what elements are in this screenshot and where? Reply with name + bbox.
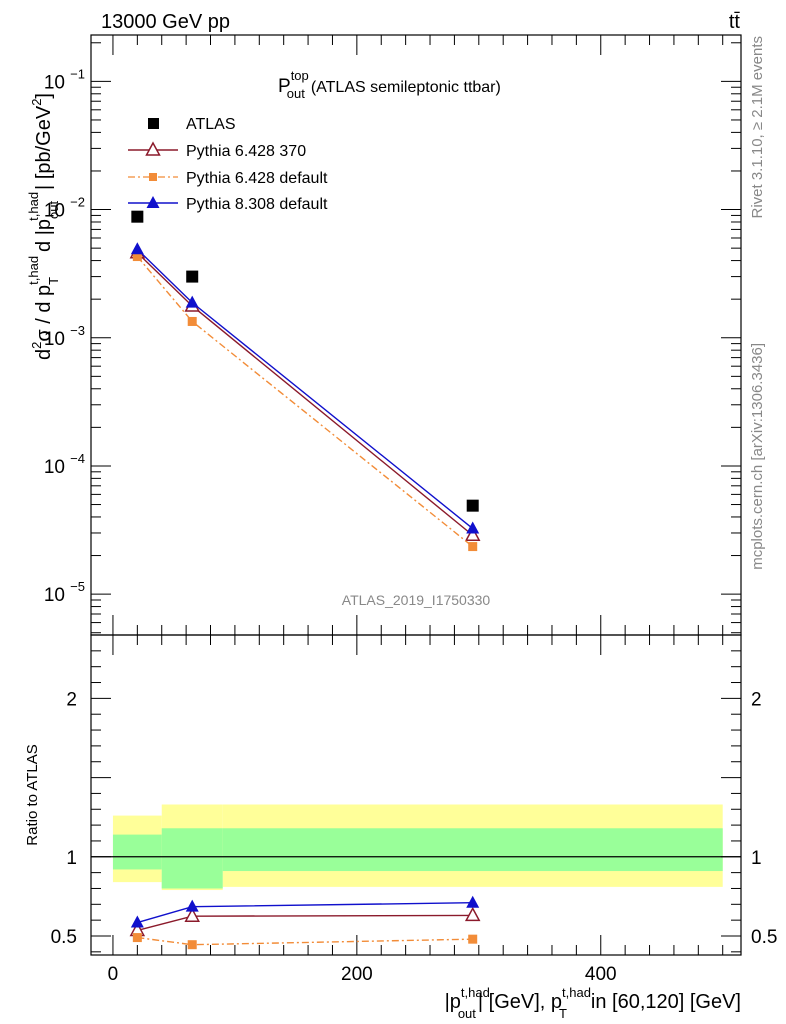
legend-atlas: ATLAS — [148, 116, 236, 133]
ratio-band-green — [112, 834, 162, 870]
main-ticks — [91, 35, 741, 635]
legend-pythia8-default: Pythia 8.308 default — [128, 196, 328, 213]
ratio-series-1-line — [137, 936, 473, 946]
legend: ATLAS Pythia 6.428 370 Pythia 6.428 defa… — [128, 116, 328, 213]
y-label-unit: | [pb/GeV — [33, 105, 55, 190]
main-series-3-line — [136, 248, 474, 530]
main-series-3-point — [185, 295, 199, 308]
ratio-tick-labels: 0 200 400 2 2 1 1 0.5 0.5 — [51, 689, 778, 985]
main-series-0-point — [186, 270, 199, 283]
x-axis-label: |pt,had out| [GeV], pt,had Tin [60,120] [G… — [445, 985, 741, 1021]
legend-pythia6-default: Pythia 6.428 default — [128, 170, 328, 187]
main-series-0-point — [466, 499, 479, 512]
legend-atlas-marker — [148, 118, 159, 129]
ratio-series-1-point — [132, 933, 142, 943]
x-tick-label: 0 — [108, 964, 119, 985]
main-series-1-point — [464, 526, 481, 541]
rivet-info-label: Rivet 3.1.10, ≥ 2.1M events — [749, 36, 766, 219]
y-label-unit-end: ] — [33, 93, 55, 99]
header-right-label: tt̄ — [729, 11, 741, 33]
ratio-ticks — [91, 634, 741, 955]
main-y-tick-exponent: −2 — [70, 195, 85, 210]
ratio-series-2-point — [185, 899, 199, 912]
main-series-2-point — [132, 252, 142, 262]
y-label-thad-sup2: t,had — [26, 192, 41, 221]
ratio-bands — [91, 804, 741, 891]
y-label-mid: d |p — [33, 219, 55, 252]
main-data-layer — [129, 210, 481, 552]
analysis-watermark: ATLAS_2019_I1750330 — [342, 592, 491, 608]
main-y-tick-label: 10 — [44, 585, 65, 606]
x-label-p2-sup: t,had — [562, 985, 591, 1000]
ratio-band-green — [161, 828, 223, 889]
legend-atlas-label: ATLAS — [186, 116, 236, 133]
y-label-sigma: σ / d p — [33, 285, 55, 342]
x-label-p1-sub: out — [458, 1006, 476, 1021]
y-label-T-sub: T — [46, 277, 61, 285]
x-label-p3: in [60,120] [GeV] — [591, 991, 741, 1013]
ratio-series-1-point — [187, 940, 197, 950]
ratio-series-1-point — [468, 934, 478, 944]
main-title: Ptop out (ATLAS semileptonic ttbar) — [278, 68, 501, 101]
main-title-rest: (ATLAS semileptonic ttbar) — [311, 79, 501, 96]
main-y-tick-exponent: −1 — [70, 66, 85, 81]
main-series-2-line — [136, 256, 474, 548]
legend-pythia8-default-label: Pythia 8.308 default — [186, 196, 328, 213]
ratio-series-0-point — [464, 906, 481, 922]
main-y-tick-exponent: −3 — [70, 323, 85, 338]
ratio-series-2-point — [130, 915, 144, 928]
x-label-p1: |p — [445, 991, 461, 1013]
main-series-3-point — [466, 521, 480, 534]
mcplots-info-label: mcplots.cern.ch [arXiv:1306.3436] — [749, 343, 766, 570]
ratio-data-layer — [129, 895, 481, 950]
y-label-out-sub: out — [46, 200, 61, 218]
legend-pythia6-default-marker — [149, 173, 157, 181]
main-series-2-point — [187, 316, 197, 326]
ratio-plot-frame — [90, 634, 742, 956]
main-y-tick-label: 10 — [44, 329, 65, 350]
legend-pythia6-370: Pythia 6.428 370 — [128, 141, 306, 160]
ratio-y-tick-label-right: 1 — [751, 848, 762, 869]
ratio-y-tick-label-right: 0.5 — [751, 927, 777, 948]
legend-pythia6-370-label: Pythia 6.428 370 — [186, 143, 306, 160]
y-label-two: 2 — [29, 342, 44, 349]
main-series-0-point — [131, 210, 144, 223]
x-label-p2: | [GeV], p — [478, 991, 562, 1013]
ratio-y-tick-label-left: 1 — [66, 848, 77, 869]
legend-pythia6-default-label: Pythia 6.428 default — [186, 170, 328, 187]
main-title-base: P — [278, 76, 291, 97]
legend-pythia8-default-marker — [146, 196, 160, 208]
ratio-y-tick-label-left: 2 — [66, 689, 77, 710]
y-label-thad-sup: t,had — [26, 256, 41, 285]
main-series-2-point — [468, 542, 478, 552]
ratio-band-green — [222, 828, 723, 872]
x-label-p2-sub: T — [559, 1006, 567, 1021]
legend-pythia6-370-marker — [145, 141, 161, 156]
x-label-p1-sup: t,had — [461, 985, 490, 1000]
x-tick-label: 200 — [341, 964, 373, 985]
ratio-series-0-point — [184, 907, 200, 922]
ratio-y-tick-label-right: 2 — [751, 689, 762, 710]
main-tick-labels: 10 −1 10 −2 10 −3 10 −4 10 −5 — [44, 66, 85, 606]
main-y-tick-label: 10 — [44, 457, 65, 478]
main-y-tick-label: 10 — [44, 72, 65, 93]
y-axis-label-top: d2σ / d pTt,hadd |poutt,had| [pb/GeV2] — [26, 93, 61, 360]
ratio-series-2-point — [466, 895, 480, 908]
header-left-label: 13000 GeV pp — [101, 11, 230, 33]
main-title-sup: top — [291, 68, 309, 83]
main-y-tick-exponent: −4 — [70, 451, 85, 466]
main-title-sub: out — [287, 86, 305, 101]
ratio-y-tick-label-left: 0.5 — [51, 927, 77, 948]
y-label-d: d — [33, 349, 55, 360]
y-axis-label-bottom: Ratio to ATLAS — [24, 744, 41, 845]
x-tick-label: 400 — [585, 964, 617, 985]
main-y-tick-label: 10 — [44, 201, 65, 222]
main-y-tick-exponent: −5 — [70, 579, 85, 594]
y-label-unit-sup: 2 — [29, 99, 44, 106]
main-series-3-point — [130, 242, 144, 255]
